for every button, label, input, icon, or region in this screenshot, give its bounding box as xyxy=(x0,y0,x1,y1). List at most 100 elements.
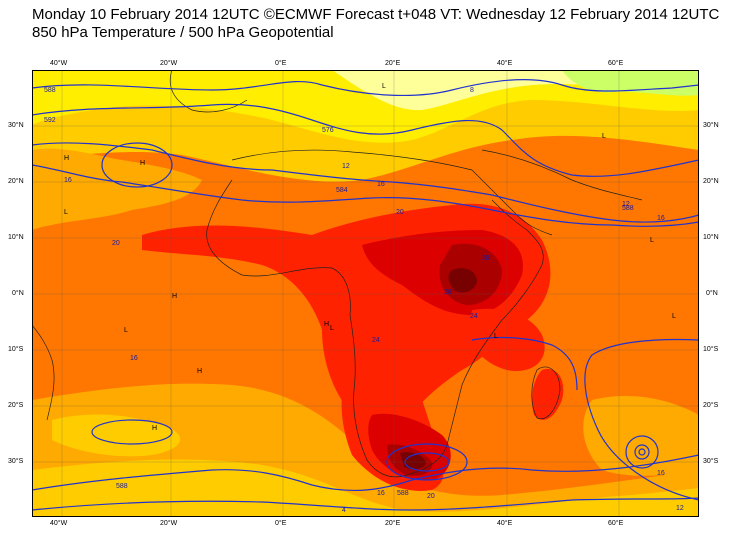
lat-label-right: 30°N xyxy=(703,122,719,129)
contour-label: 588 xyxy=(116,483,128,490)
lat-label-left: 20°S xyxy=(8,402,24,409)
title-line-2: 850 hPa Temperature / 500 hPa Geopotenti… xyxy=(32,24,334,41)
high-marker: H xyxy=(197,368,202,375)
contour-low-indian-ocean-core xyxy=(638,448,646,456)
contour-label: 20 xyxy=(112,240,120,247)
low-marker: L xyxy=(382,83,386,90)
field-madagascar-red xyxy=(532,369,564,420)
mediterranean-coast xyxy=(231,149,473,171)
field-green-patch xyxy=(562,70,699,96)
lon-label-top: 60°E xyxy=(608,60,624,67)
lat-label-left: 0°N xyxy=(12,290,24,297)
field-south-atlantic-yellow xyxy=(52,414,181,457)
contour-north-4 xyxy=(32,164,699,227)
contour-label: 592 xyxy=(44,117,56,124)
contour-label: 584 xyxy=(336,187,348,194)
contour-label: 4 xyxy=(342,507,346,514)
lat-label-right: 30°S xyxy=(703,458,719,465)
contour-label: 588 xyxy=(397,490,409,497)
contour-low-south-africa-inner xyxy=(404,452,450,472)
high-marker: H xyxy=(140,160,145,167)
madagascar-coast xyxy=(531,366,561,420)
lat-label-right: 10°S xyxy=(703,346,719,353)
contour-low-indian-ocean-outer xyxy=(625,435,659,469)
field-tropical-maroon xyxy=(448,268,477,293)
contour-label: 8 xyxy=(470,87,474,94)
south-america-coast xyxy=(32,324,55,421)
lat-label-right: 20°N xyxy=(703,178,719,185)
lat-label-left: 20°N xyxy=(8,178,24,185)
pressure-markers: H H H H H H L L L L L L L L xyxy=(64,83,676,432)
contour-north-2 xyxy=(32,103,699,177)
contour-low-indian-ocean-inner xyxy=(634,444,650,460)
low-marker: L xyxy=(602,133,606,140)
geopotential-contours xyxy=(32,78,699,511)
lon-label-bottom: 20°E xyxy=(385,520,401,527)
lon-label-bottom: 60°E xyxy=(608,520,624,527)
contour-label: 16 xyxy=(377,490,385,497)
contour-label: 24 xyxy=(372,337,380,344)
weather-map: 588 592 576 584 588 588 588 12 12 12 16 … xyxy=(32,70,699,517)
lat-label-right: 20°S xyxy=(703,402,719,409)
contour-east-africa xyxy=(471,336,578,391)
contour-north-1 xyxy=(32,78,699,97)
contour-label: 12 xyxy=(342,163,350,170)
contour-high-south-atlantic xyxy=(91,419,173,445)
contour-south-2 xyxy=(32,497,699,511)
contour-label: 12 xyxy=(676,505,684,512)
lat-label-left: 30°N xyxy=(8,122,24,129)
contour-north-3 xyxy=(32,142,699,223)
contour-label: 588 xyxy=(622,205,634,212)
west-africa-coast xyxy=(206,179,408,478)
field-east-africa-red xyxy=(467,308,545,371)
contour-label: 576 xyxy=(322,127,334,134)
contour-label: 16 xyxy=(377,181,385,188)
low-marker: L xyxy=(650,237,654,244)
high-marker: H xyxy=(172,293,177,300)
lon-label-bottom: 0°E xyxy=(275,520,287,527)
lon-label-top: 20°E xyxy=(385,60,401,67)
contour-label: 16 xyxy=(657,470,665,477)
lat-label-right: 0°N xyxy=(706,290,718,297)
lat-label-left: 10°S xyxy=(8,346,24,353)
lon-label-top: 40°E xyxy=(497,60,513,67)
contour-label: 16 xyxy=(130,355,138,362)
lon-label-top: 20°W xyxy=(160,60,178,67)
low-marker: L xyxy=(330,325,334,332)
contour-label: 28 xyxy=(444,289,452,296)
graticule xyxy=(32,70,699,517)
low-marker: L xyxy=(124,327,128,334)
low-marker: L xyxy=(672,313,676,320)
map-border xyxy=(32,70,699,517)
contour-indian-ocean xyxy=(584,338,699,501)
lon-label-bottom: 40°W xyxy=(50,520,68,527)
high-marker: H xyxy=(64,155,69,162)
contour-label: 16 xyxy=(64,177,72,184)
arabian-coast xyxy=(481,149,643,201)
lon-label-top: 40°W xyxy=(50,60,68,67)
east-africa-coast xyxy=(406,199,544,476)
iberia-coast xyxy=(169,70,248,113)
contour-label: 20 xyxy=(427,493,435,500)
field-southern-yellow xyxy=(32,459,699,517)
contour-label: 24 xyxy=(470,313,478,320)
contour-low-south-africa-outer xyxy=(386,443,468,481)
contour-label: 588 xyxy=(44,87,56,94)
contour-label: 16 xyxy=(657,215,665,222)
contour-south-1 xyxy=(32,454,699,492)
low-marker: L xyxy=(64,209,68,216)
lat-label-right: 10°N xyxy=(703,234,719,241)
low-marker: L xyxy=(494,333,498,340)
contour-label: 12 xyxy=(622,201,630,208)
contour-label: 20 xyxy=(396,209,404,216)
contour-labels: 588 592 576 584 588 588 588 12 12 12 16 … xyxy=(44,87,684,514)
contour-high-north-atlantic xyxy=(101,142,173,188)
field-westerly-lightorange xyxy=(32,148,202,230)
lon-label-top: 0°E xyxy=(275,60,287,67)
high-marker: H xyxy=(324,321,329,328)
contour-label: 28 xyxy=(482,255,490,262)
lon-label-bottom: 40°E xyxy=(497,520,513,527)
high-marker: H xyxy=(152,425,157,432)
lat-label-left: 30°S xyxy=(8,458,24,465)
title-line-1: Monday 10 February 2014 12UTC ©ECMWF For… xyxy=(32,6,720,23)
